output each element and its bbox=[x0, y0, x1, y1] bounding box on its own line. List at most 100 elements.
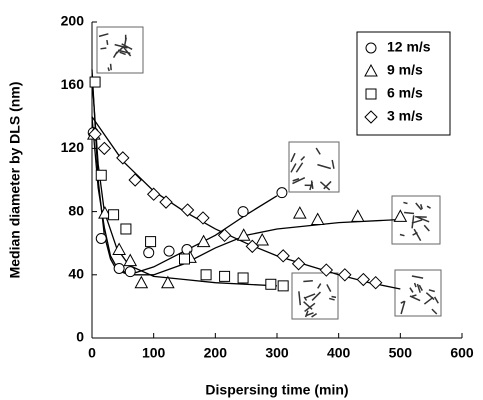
inset-particle bbox=[309, 181, 313, 191]
y-tick-label: 160 bbox=[61, 76, 85, 92]
inset-image bbox=[291, 272, 339, 320]
data-point bbox=[291, 257, 306, 271]
data-point bbox=[88, 127, 102, 141]
legend-marker bbox=[364, 63, 378, 77]
data-point bbox=[393, 209, 408, 222]
inset-particle bbox=[317, 163, 331, 170]
x-tick-label: 400 bbox=[327, 345, 351, 361]
legend-label: 9 m/s bbox=[387, 62, 423, 78]
data-point bbox=[237, 206, 249, 218]
y-tick-label: 200 bbox=[61, 13, 85, 29]
inset-particle bbox=[107, 67, 110, 72]
legend-marker bbox=[365, 42, 377, 54]
inset-particle bbox=[423, 224, 430, 232]
inset-particle bbox=[419, 204, 423, 210]
inset-particle bbox=[298, 291, 302, 306]
data-point bbox=[350, 209, 365, 222]
fit-curve bbox=[91, 116, 401, 290]
data-point bbox=[134, 275, 149, 289]
fit-curve bbox=[91, 116, 401, 276]
x-tick-label: 500 bbox=[389, 345, 413, 361]
inset-particle bbox=[292, 178, 300, 182]
inset-particle bbox=[416, 283, 421, 293]
inset-image bbox=[288, 141, 340, 193]
data-point bbox=[338, 268, 352, 282]
x-tick-label: 100 bbox=[142, 345, 166, 361]
inset-particle bbox=[413, 282, 417, 288]
inset-particle bbox=[303, 279, 313, 283]
data-point bbox=[145, 236, 157, 248]
inset-particle bbox=[290, 152, 296, 163]
y-tick-label: 0 bbox=[76, 329, 84, 345]
inset-particle bbox=[426, 205, 431, 209]
data-point bbox=[146, 187, 161, 201]
data-point bbox=[196, 211, 210, 225]
inset-particle bbox=[98, 33, 109, 38]
inset-particle bbox=[428, 289, 435, 293]
data-point bbox=[116, 151, 130, 165]
data-point bbox=[163, 245, 175, 257]
inset-particle bbox=[433, 296, 439, 304]
inset-particle bbox=[326, 284, 332, 292]
inset-particle bbox=[304, 310, 309, 318]
legend-label: 3 m/s bbox=[387, 108, 423, 124]
data-point bbox=[179, 253, 190, 265]
inset-particle bbox=[328, 297, 335, 301]
inset-particle bbox=[311, 291, 322, 301]
inset-particle bbox=[431, 308, 438, 315]
data-point bbox=[123, 253, 138, 267]
data-point bbox=[200, 269, 212, 281]
inset-particle bbox=[418, 284, 423, 291]
data-point bbox=[95, 169, 107, 181]
inset-particle bbox=[303, 301, 313, 310]
data-point bbox=[255, 232, 270, 246]
data-point bbox=[120, 223, 132, 235]
x-tick-label: 300 bbox=[265, 345, 289, 361]
data-point bbox=[356, 272, 371, 287]
data-point bbox=[89, 76, 101, 88]
inset-particle bbox=[409, 295, 421, 302]
y-axis-title: Median diameter by DLS (nm) bbox=[7, 82, 23, 279]
data-point bbox=[112, 242, 126, 256]
data-point bbox=[128, 173, 142, 187]
inset-particle bbox=[300, 155, 306, 161]
data-point bbox=[196, 234, 211, 248]
x-tick-label: 0 bbox=[88, 345, 96, 361]
data-point bbox=[276, 187, 288, 199]
data-point bbox=[245, 239, 260, 254]
x-axis-title: Dispersing time (min) bbox=[205, 382, 348, 398]
data-point bbox=[237, 272, 249, 284]
inset-particle bbox=[409, 287, 414, 293]
data-point bbox=[217, 228, 232, 243]
data-point bbox=[265, 278, 277, 290]
data-point bbox=[161, 275, 175, 289]
inset-particle bbox=[317, 283, 322, 289]
data-point bbox=[108, 209, 120, 221]
legend-label: 6 m/s bbox=[387, 85, 423, 101]
data-point bbox=[180, 203, 195, 217]
data-point bbox=[98, 206, 112, 219]
y-tick-label: 120 bbox=[61, 139, 85, 155]
legend-marker bbox=[365, 88, 377, 100]
inset-particle bbox=[115, 45, 125, 55]
inset-particle bbox=[411, 275, 424, 279]
inset-particle bbox=[411, 294, 417, 298]
y-tick-label: 80 bbox=[68, 202, 84, 218]
inset-particle bbox=[106, 39, 109, 46]
inset-particle bbox=[423, 296, 434, 305]
data-point bbox=[95, 232, 107, 244]
inset-particle bbox=[119, 51, 126, 56]
inset-particle bbox=[121, 43, 133, 51]
inset-particle bbox=[305, 312, 314, 317]
inset-particle bbox=[109, 63, 112, 71]
inset-particle bbox=[404, 211, 415, 215]
inset-particle bbox=[411, 215, 415, 229]
inset-particle bbox=[303, 296, 308, 301]
data-point bbox=[143, 247, 155, 259]
data-point bbox=[292, 206, 307, 219]
inset-particle bbox=[114, 43, 128, 49]
inset-particle bbox=[413, 228, 422, 242]
legend-label: 12 m/s bbox=[387, 39, 431, 55]
inset-particle bbox=[292, 176, 306, 185]
